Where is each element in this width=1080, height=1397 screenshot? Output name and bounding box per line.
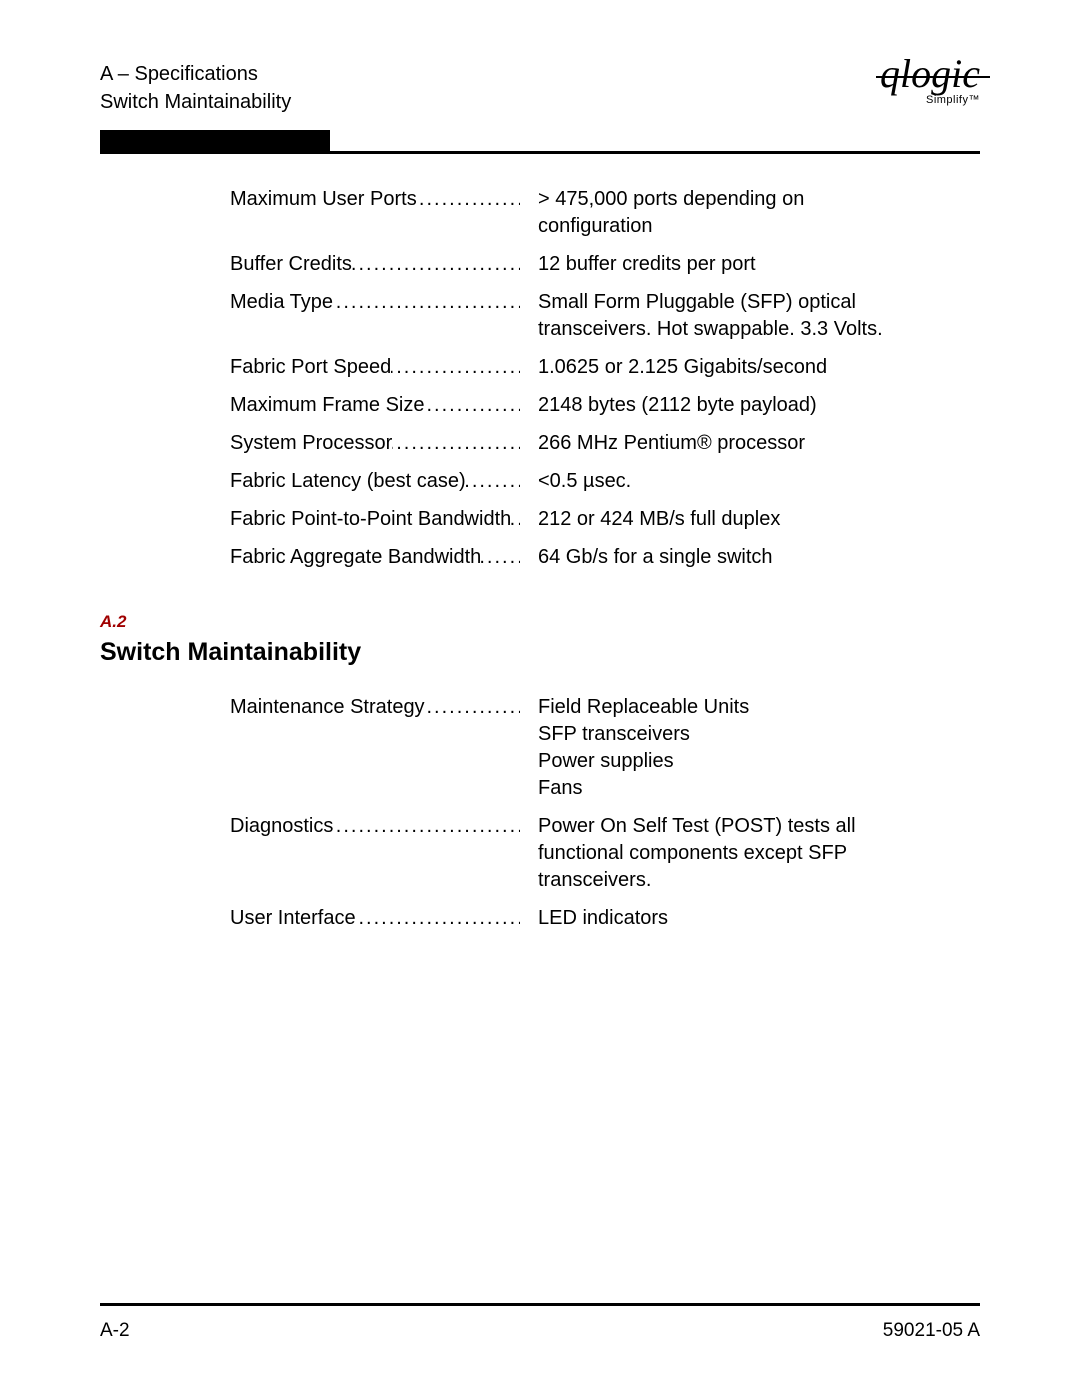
section-heading: Switch Maintainability bbox=[100, 636, 980, 670]
footer-rule bbox=[100, 1303, 980, 1306]
header-rule bbox=[100, 130, 980, 156]
spec-label: User Interface bbox=[230, 905, 520, 932]
spec-label: Fabric Latency (best case) bbox=[230, 468, 520, 495]
header-line-2: Switch Maintainability bbox=[100, 88, 291, 116]
spec-value: Field Replaceable Units SFP transceivers… bbox=[520, 694, 980, 802]
spec-value: Power On Self Test (POST) tests all func… bbox=[520, 813, 980, 894]
logo-wordmark: qlogic bbox=[880, 56, 980, 92]
spec-row: Fabric Latency (best case) <0.5 µsec. bbox=[230, 468, 980, 495]
spec-value: 266 MHz Pentium® processor bbox=[520, 430, 980, 457]
header-line-1: A – Specifications bbox=[100, 60, 291, 88]
spec-row: Maximum Frame Size 2148 bytes (2112 byte… bbox=[230, 392, 980, 419]
spec-value: 2148 bytes (2112 byte payload) bbox=[520, 392, 980, 419]
spec-row: User Interface LED indicators bbox=[230, 905, 980, 932]
spec-label: Maintenance Strategy bbox=[230, 694, 520, 802]
spec-value: 12 buffer credits per port bbox=[520, 251, 980, 278]
page-number: A-2 bbox=[100, 1320, 130, 1342]
footer-text-row: A-2 59021-05 A bbox=[100, 1320, 980, 1342]
content-area: Maximum User Ports > 475,000 ports depen… bbox=[100, 186, 980, 932]
spec-label: Maximum User Ports bbox=[230, 186, 520, 240]
spec-label: Buffer Credits bbox=[230, 251, 520, 278]
spec-value: LED indicators bbox=[520, 905, 980, 932]
spec-label: Fabric Point-to-Point Bandwidth bbox=[230, 506, 520, 533]
page: A – Specifications Switch Maintainabilit… bbox=[0, 0, 1080, 1397]
spec-label: Media Type bbox=[230, 289, 520, 343]
spec-label: Fabric Aggregate Bandwidth bbox=[230, 544, 520, 571]
spec-label: System Processor bbox=[230, 430, 520, 457]
spec-row: Maintenance Strategy Field Replaceable U… bbox=[230, 694, 980, 802]
header-text: A – Specifications Switch Maintainabilit… bbox=[100, 60, 291, 116]
spec-value: > 475,000 ports depending on configurati… bbox=[520, 186, 980, 240]
spec-row: Buffer Credits 12 buffer credits per por… bbox=[230, 251, 980, 278]
spec-row: Media Type Small Form Pluggable (SFP) op… bbox=[230, 289, 980, 343]
spec-row: Maximum User Ports > 475,000 ports depen… bbox=[230, 186, 980, 240]
spec-row: System Processor 266 MHz Pentium® proces… bbox=[230, 430, 980, 457]
doc-number: 59021-05 A bbox=[883, 1320, 980, 1342]
spec-value: 212 or 424 MB/s full duplex bbox=[520, 506, 980, 533]
spec-row: Fabric Aggregate Bandwidth 64 Gb/s for a… bbox=[230, 544, 980, 571]
spec-value: 1.0625 or 2.125 Gigabits/second bbox=[520, 354, 980, 381]
brand-logo: qlogic Simplify™ bbox=[880, 56, 980, 106]
page-header: A – Specifications Switch Maintainabilit… bbox=[100, 60, 980, 120]
spec-label: Maximum Frame Size bbox=[230, 392, 520, 419]
section-number: A.2 bbox=[100, 611, 980, 634]
spec-row: Diagnostics Power On Self Test (POST) te… bbox=[230, 813, 980, 894]
spec-label: Diagnostics bbox=[230, 813, 520, 894]
spec-row: Fabric Port Speed 1.0625 or 2.125 Gigabi… bbox=[230, 354, 980, 381]
page-footer: A-2 59021-05 A bbox=[100, 1303, 980, 1342]
spec-value: Small Form Pluggable (SFP) optical trans… bbox=[520, 289, 980, 343]
spec-label: Fabric Port Speed bbox=[230, 354, 520, 381]
spec-value: 64 Gb/s for a single switch bbox=[520, 544, 980, 571]
spec-row: Fabric Point-to-Point Bandwidth 212 or 4… bbox=[230, 506, 980, 533]
header-black-tab bbox=[100, 130, 330, 152]
spec-value: <0.5 µsec. bbox=[520, 468, 980, 495]
